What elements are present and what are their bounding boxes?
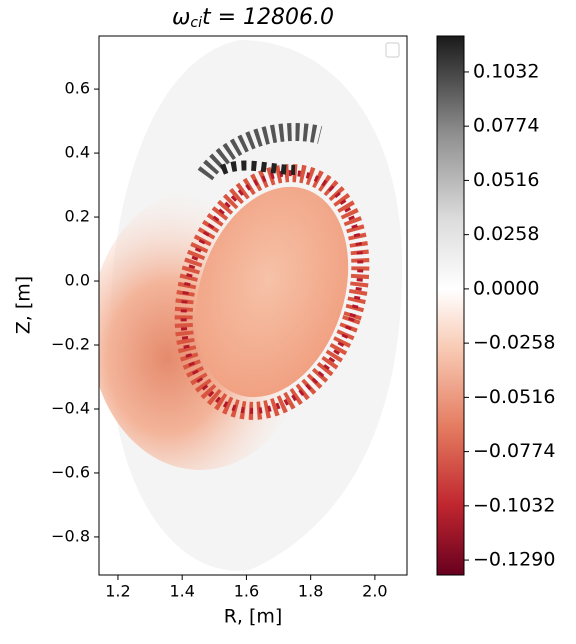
x-tick-label: 1.6 (234, 582, 259, 601)
colorbar-tick-label: 0.0258 (473, 223, 539, 245)
x-tick-label: 2.0 (362, 582, 387, 601)
y-axis-label: Z, [m] (13, 276, 35, 334)
x-tick-label: 1.4 (169, 582, 194, 601)
y-tick-label: 0.2 (65, 207, 90, 226)
colorbar-tick-label: −0.0774 (473, 440, 555, 462)
colorbar (437, 36, 464, 575)
x-tick-label: 1.8 (298, 582, 323, 601)
y-tick-label: −0.6 (51, 462, 90, 481)
colorbar-tick-label: −0.0258 (473, 332, 555, 354)
ring-gray (197, 123, 323, 181)
y-tick-label: 0.6 (65, 79, 90, 98)
colorbar-frame (436, 35, 465, 576)
y-tick-label: −0.2 (51, 335, 90, 354)
colorbar-tick-label: −0.1290 (473, 549, 555, 571)
legend (385, 42, 400, 58)
colorbar-tick-label: 0.0000 (473, 277, 539, 299)
x-axis-label: R, [m] (224, 606, 283, 628)
colorbar-tick-label: 0.0774 (473, 115, 539, 137)
y-tick-label: 0.0 (65, 271, 90, 290)
y-tick-label: 0.4 (65, 143, 90, 162)
colorbar-tick-label: 0.0516 (473, 169, 539, 191)
x-tick-label: 1.2 (105, 582, 130, 601)
axes-frame (98, 35, 408, 576)
field-core (195, 186, 349, 398)
y-tick-label: −0.8 (51, 526, 90, 545)
chart-title: ωcit = 12806.0 (172, 5, 334, 31)
colorbar-tick-label: −0.1032 (473, 494, 555, 516)
ring-inner (180, 170, 364, 414)
y-tick-label: −0.4 (51, 398, 90, 417)
colorbar-tick-label: 0.1032 (473, 60, 539, 82)
field (99, 40, 403, 571)
colorbar-tick-label: −0.0516 (473, 386, 555, 408)
